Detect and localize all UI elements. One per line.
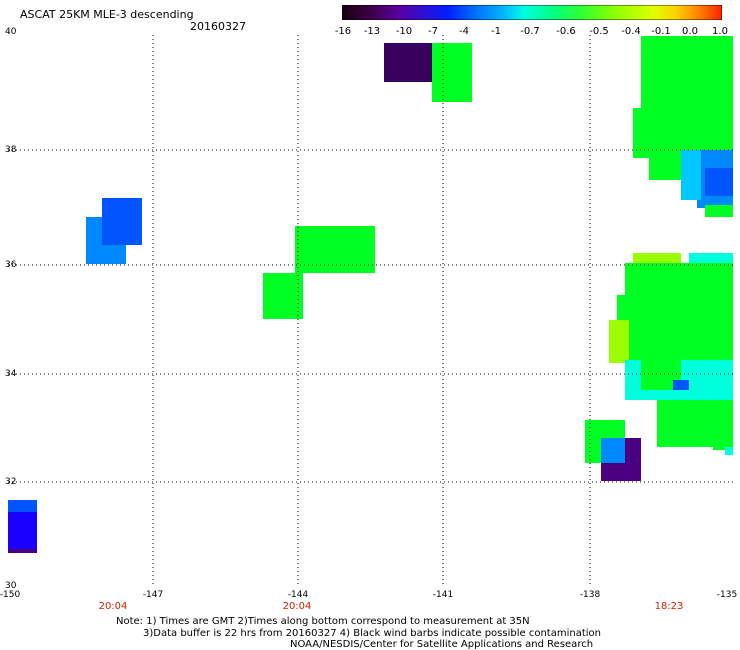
colorbar-label: 0.0	[682, 26, 698, 37]
lat-label: 32	[5, 477, 17, 487]
colorbar-label: 1.0	[712, 26, 728, 37]
data-cell	[609, 320, 629, 363]
data-cell	[601, 438, 625, 463]
data-cell	[689, 253, 733, 265]
colorbar-label: -0.6	[556, 26, 576, 37]
colorbar-label: -13	[363, 26, 381, 37]
data-cell	[384, 43, 432, 82]
data-cell	[295, 226, 375, 273]
data-cell	[725, 447, 733, 455]
data-cell	[681, 150, 701, 200]
data-cell	[8, 500, 37, 512]
footer-note-2: 3)Data buffer is 22 hrs from 20160327 4)…	[143, 628, 601, 639]
data-cell	[263, 273, 303, 319]
colorbar-label: -4	[459, 26, 469, 37]
time-label: 20:04	[282, 601, 312, 612]
lat-label: 30	[5, 581, 17, 591]
data-cell	[102, 217, 142, 245]
colorbar	[342, 5, 722, 20]
lon-label: -141	[432, 590, 454, 600]
lon-label: -147	[142, 590, 164, 600]
lon-label: -138	[579, 590, 601, 600]
map-title: ASCAT 25KM MLE-3 descending	[20, 8, 194, 21]
colorbar-label: -1	[491, 26, 501, 37]
colorbar-label: -10	[395, 26, 413, 37]
data-cell	[617, 295, 633, 320]
colorbar-label: -0.4	[621, 26, 641, 37]
footer-note-1: Note: 1) Times are GMT 2)Times along bot…	[116, 616, 530, 627]
colorbar-label: -0.1	[651, 26, 671, 37]
lat-label: 36	[5, 260, 17, 270]
lon-label: -135	[716, 590, 738, 600]
time-label: 20:04	[98, 601, 128, 612]
data-cell	[673, 380, 689, 390]
lat-label: 40	[5, 27, 17, 37]
lon-label: -150	[0, 590, 21, 600]
map-date: 20160327	[190, 20, 246, 33]
data-cell	[713, 410, 733, 450]
footer-credit: NOAA/NESDIS/Center for Satellite Applica…	[290, 639, 594, 650]
data-cell	[432, 43, 472, 102]
data-cell	[633, 253, 681, 265]
lat-label: 38	[5, 145, 17, 155]
colorbar-label: -16	[334, 26, 352, 37]
lat-label: 34	[5, 369, 17, 379]
data-cell	[625, 263, 733, 363]
time-label: 18:23	[654, 601, 684, 612]
data-cell	[8, 512, 37, 549]
data-cell	[641, 36, 733, 108]
data-cell	[705, 168, 733, 196]
colorbar-label: -7	[428, 26, 438, 37]
colorbar-label: -0.7	[520, 26, 540, 37]
colorbar-label: -0.5	[589, 26, 609, 37]
lon-label: -144	[287, 590, 309, 600]
data-cell	[705, 205, 733, 217]
